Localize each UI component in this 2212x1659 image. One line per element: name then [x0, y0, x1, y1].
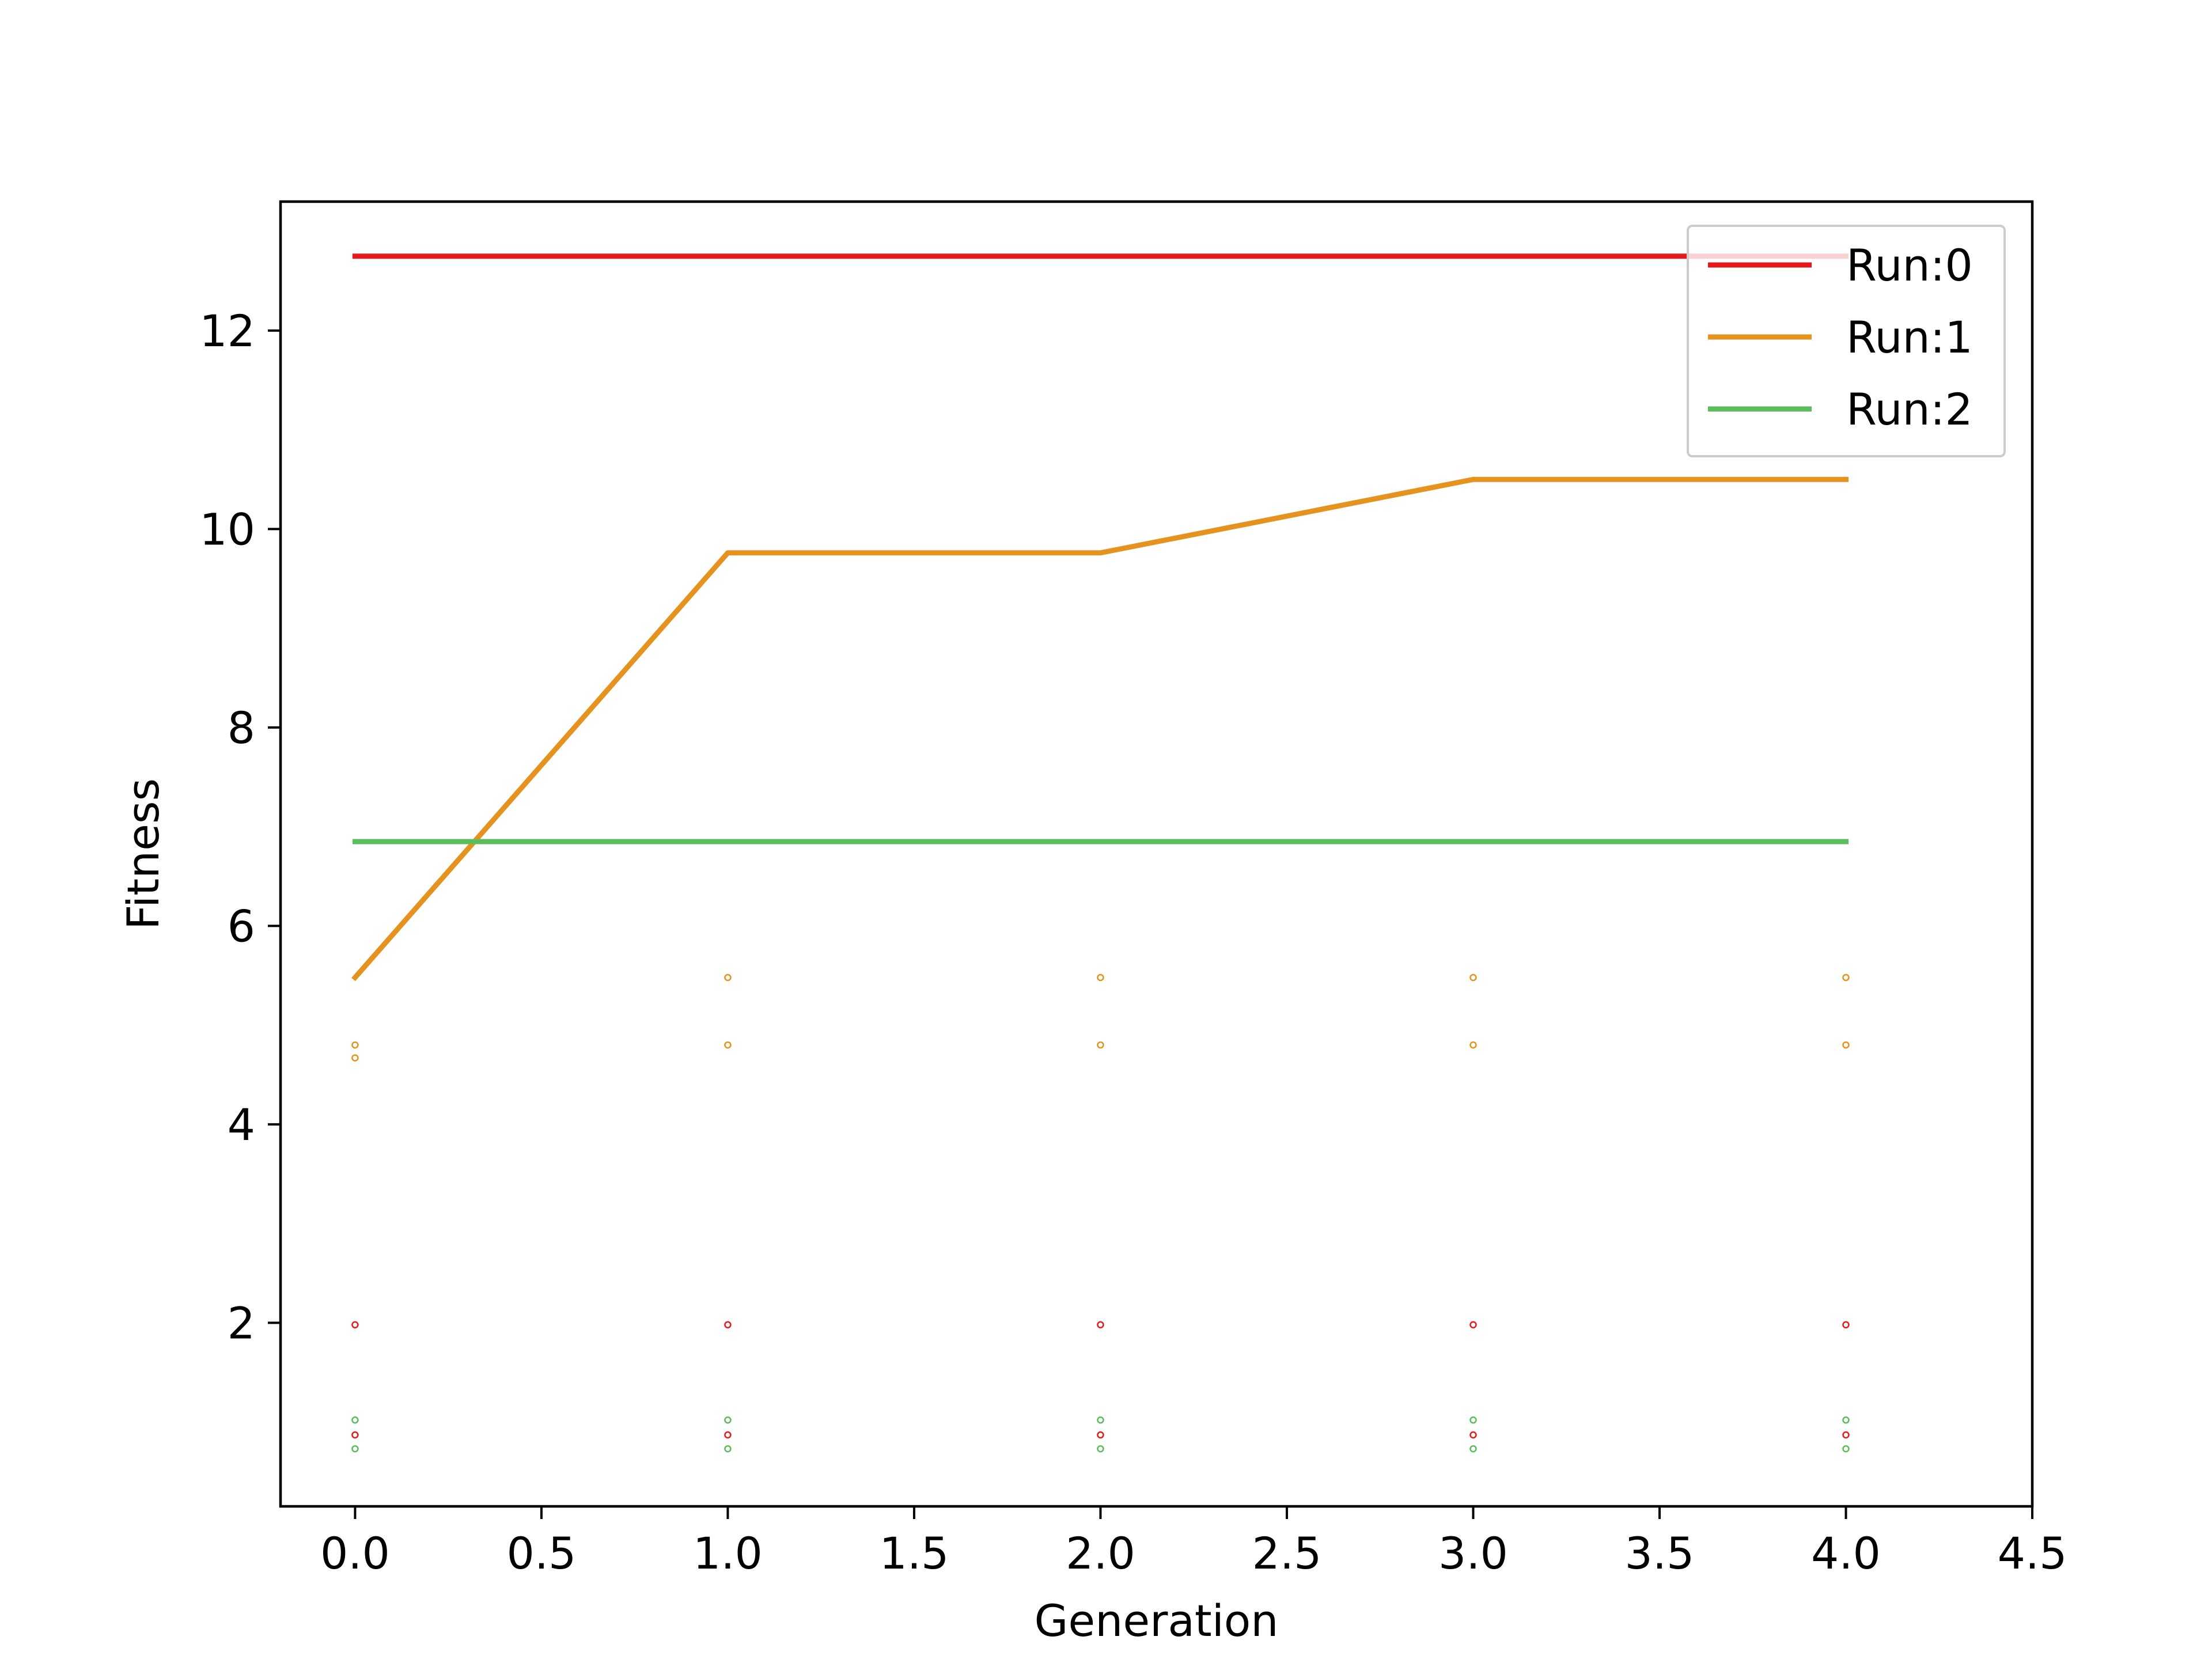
legend-box	[1687, 225, 2006, 457]
y-tick-label: 10	[199, 503, 255, 555]
x-tick-label: 0.5	[506, 1528, 576, 1579]
scatter-point	[1469, 1041, 1477, 1049]
series-lines	[351, 253, 1849, 982]
scatter-point	[351, 1416, 359, 1424]
scatter-point	[1469, 1321, 1477, 1329]
series-line-run-1	[351, 476, 1849, 982]
scatter-point	[1469, 1416, 1477, 1424]
scatter-point	[1469, 1445, 1477, 1453]
scatter-point	[1469, 1431, 1477, 1439]
y-tick-label: 6	[228, 900, 255, 952]
x-tick-label: 2.5	[1252, 1528, 1322, 1579]
plot-area-frame	[279, 200, 2034, 1508]
scatter-point	[351, 1041, 359, 1049]
x-tick-label: 4.5	[1998, 1528, 2067, 1579]
scatter-point	[724, 1445, 732, 1453]
y-tick-label: 2	[228, 1297, 255, 1349]
scatter-point	[724, 1431, 732, 1439]
scatter-point	[1097, 1445, 1104, 1453]
legend: Run:0 Run:1 Run:2	[1687, 225, 2006, 457]
y-tick-label: 4	[228, 1099, 255, 1150]
scatter-point	[1842, 974, 1850, 982]
scatter-point	[1469, 974, 1477, 982]
scatter-point	[724, 974, 732, 982]
scatter-point	[724, 1416, 732, 1424]
x-tick-label: 4.0	[1811, 1528, 1881, 1579]
scatter-point	[1842, 1445, 1850, 1453]
x-tick-label: 1.5	[879, 1528, 949, 1579]
legend-label: Run:2	[1846, 384, 1973, 435]
y-tick-label: 8	[228, 702, 255, 753]
scatter-point	[1097, 974, 1104, 982]
scatter-point	[724, 1041, 732, 1049]
scatter-point	[724, 1321, 732, 1329]
y-tick-label: 12	[199, 305, 255, 357]
scatter-point	[351, 1431, 359, 1439]
x-axis-ticks: 0.0 0.5 1.0 1.5 2.0 2.5 3.0 3.5 4.0 4.5	[320, 1506, 2067, 1579]
scatter-point	[1842, 1416, 1850, 1424]
scatter-point	[1097, 1416, 1104, 1424]
scatter-point	[1097, 1041, 1104, 1049]
y-axis-label: Fitness	[118, 778, 169, 930]
scatter-point	[1097, 1321, 1104, 1329]
x-tick-label: 3.5	[1625, 1528, 1695, 1579]
x-tick-label: 0.0	[320, 1528, 390, 1579]
x-tick-label: 2.0	[1066, 1528, 1135, 1579]
scatter-point	[1097, 1431, 1104, 1439]
scatter-points	[351, 974, 1850, 1453]
x-tick-label: 1.0	[693, 1528, 763, 1579]
legend-label: Run:0	[1846, 240, 1973, 291]
legend-label: Run:1	[1846, 312, 1973, 363]
x-tick-label: 3.0	[1438, 1528, 1508, 1579]
x-axis-label: Generation	[1035, 1595, 1279, 1646]
scatter-point	[351, 1445, 359, 1453]
scatter-point	[1842, 1041, 1850, 1049]
scatter-point	[1842, 1321, 1850, 1329]
scatter-point	[1842, 1431, 1850, 1439]
legend-entries: Run:0 Run:1 Run:2	[1708, 240, 1973, 435]
scatter-point	[351, 1321, 359, 1329]
scatter-point	[351, 1054, 359, 1062]
y-axis-ticks: 2 4 6 8 10 12	[199, 305, 281, 1349]
